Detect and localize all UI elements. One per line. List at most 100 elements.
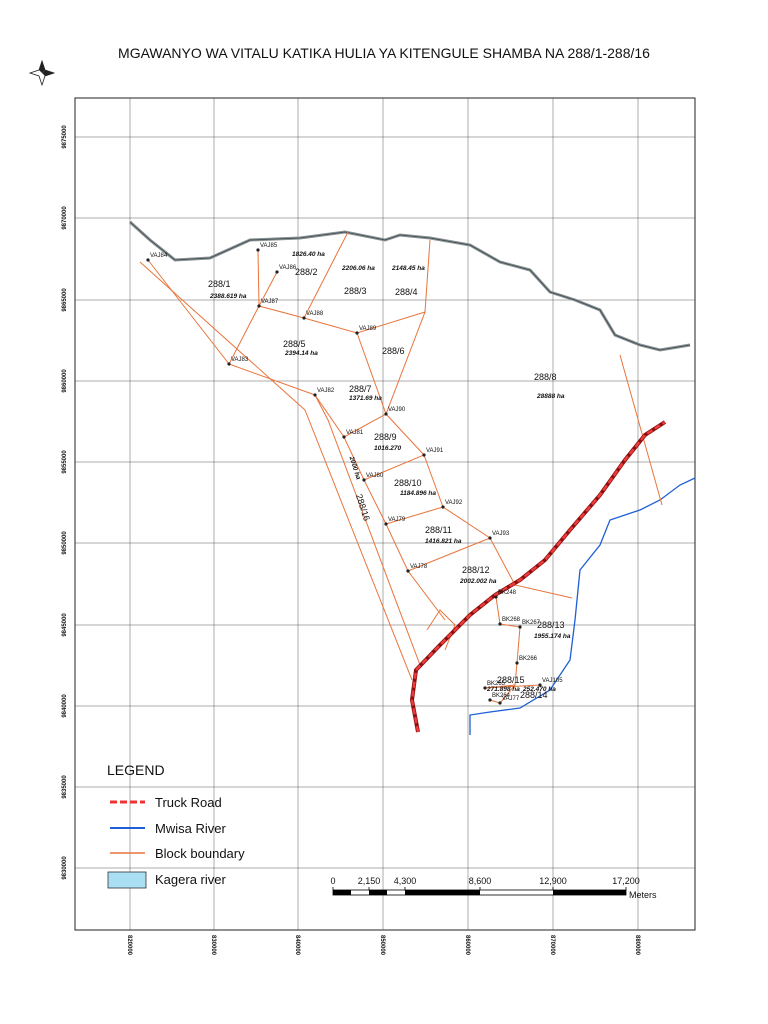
point-label: BK265 — [487, 681, 506, 687]
survey-point — [227, 362, 231, 366]
point-label: VAJ83 — [231, 357, 249, 363]
grid-label: 860000 — [464, 935, 470, 956]
survey-point — [342, 435, 346, 439]
truck-road-dash — [410, 420, 666, 733]
map-frame — [74, 97, 696, 931]
block-area: 252.470 ha — [522, 686, 556, 693]
grid-label: 9840000 — [62, 694, 68, 718]
survey-point — [313, 393, 317, 397]
survey-point — [256, 248, 260, 252]
legend-label: Truck Road — [155, 795, 222, 810]
grid-label: 9860000 — [62, 369, 68, 393]
graticule: 9875000 9870000 9865000 9860000 9855000 98500… — [62, 98, 695, 956]
point-label: VAJ87 — [261, 299, 279, 305]
block-area: 2206.06 ha — [341, 265, 375, 272]
grid-label: 850000 — [379, 935, 385, 956]
legend-title: LEGEND — [107, 762, 165, 778]
scale-unit: Meters — [629, 890, 657, 900]
point-label: BK248 — [498, 590, 517, 596]
grid-label: 9850000 — [62, 531, 68, 555]
point-label: BK267 — [522, 620, 541, 626]
grid-label: 9870000 — [62, 206, 68, 230]
grid-label: 9875000 — [62, 125, 68, 149]
survey-point — [406, 569, 410, 573]
grid-label: 9830000 — [62, 856, 68, 880]
scale-label: 0 — [330, 876, 335, 886]
survey-point — [488, 698, 492, 702]
survey-point — [441, 505, 445, 509]
point-label: VAJ80 — [366, 473, 384, 479]
block-label: 288/8 — [534, 372, 557, 382]
point-label: VAJ88 — [306, 311, 324, 317]
survey-point — [498, 701, 502, 705]
block-area: 1416.821 ha — [425, 538, 462, 545]
survey-point — [275, 270, 279, 274]
grid-label: 820000 — [126, 935, 132, 956]
survey-point — [488, 536, 492, 540]
grid-label: 830000 — [210, 935, 216, 956]
point-label: VAJ85 — [260, 243, 278, 249]
north-arrow — [28, 59, 56, 87]
survey-point — [384, 412, 388, 416]
point-label: VAJ92 — [445, 500, 463, 506]
survey-point — [146, 258, 150, 262]
survey-point — [518, 625, 522, 629]
block-area: 2394.14 ha — [284, 350, 318, 357]
block-area: 1184.896 ha — [400, 490, 436, 497]
grid-label: 9865000 — [62, 288, 68, 312]
block-label: 288/14 — [520, 690, 548, 700]
block-area: 1016.270 — [374, 445, 401, 452]
block-label: 288/9 — [374, 432, 397, 442]
block-label: 288/16 — [354, 493, 372, 522]
legend-swatch — [107, 871, 147, 889]
point-label: VAJ77 — [502, 696, 520, 702]
point-label: BK264 — [492, 693, 511, 699]
scale-label: 8,600 — [469, 876, 492, 886]
survey-point — [302, 316, 306, 320]
point-label: VAJ84 — [150, 253, 168, 259]
survey-point — [257, 304, 261, 308]
block-area: 1826.40 ha — [292, 251, 325, 258]
point-label: VAJ90 — [388, 407, 406, 413]
map-labels: VAJ84 VAJ85 VAJ86 VAJ87 VAJ88 VAJ89 VAJ83 VAJ82… — [146, 243, 571, 705]
grid-label: 9835000 — [62, 775, 68, 799]
point-label: VAJ89 — [359, 326, 377, 332]
scale-label: 17,200 — [612, 876, 640, 886]
map-title: MGAWANYO WA VITALU KATIKA HULIA YA KITEN… — [118, 45, 650, 61]
scale-label: 2,150 — [358, 876, 381, 886]
block-area: 2148.45 ha — [391, 265, 425, 272]
point-label: VAJ86 — [279, 265, 297, 271]
block-label: 288/11 — [425, 525, 452, 535]
block-area: 1955.174 ha — [534, 633, 571, 640]
point-label: VAJ81 — [346, 430, 364, 436]
grid-label: 9845000 — [62, 613, 68, 637]
survey-point — [498, 622, 502, 626]
block-label: 288/3 — [344, 286, 367, 296]
block-area: 28888 ha — [536, 393, 565, 400]
block-label: 288/1 — [208, 279, 231, 289]
scale-label: 12,900 — [539, 876, 567, 886]
survey-point — [494, 595, 498, 599]
scale-bar: 0 2,150 4,300 8,600 12,900 17,200 Meters — [330, 876, 657, 900]
mwisa-river — [469, 477, 696, 735]
survey-point — [483, 686, 487, 690]
block-area: 2002.002 ha — [459, 578, 497, 585]
point-label: VAJ79 — [388, 517, 406, 523]
point-label: VAJ93 — [492, 531, 510, 537]
point-label: VAJ91 — [426, 448, 444, 454]
block-label: 288/12 — [462, 565, 490, 575]
legend-label: Block boundary — [155, 846, 245, 861]
block-label: 288/13 — [537, 620, 565, 630]
grid-label: 9855000 — [62, 450, 68, 474]
block-area: 271.898 ha — [486, 686, 520, 693]
grid-label: 870000 — [549, 935, 555, 956]
survey-point — [384, 522, 388, 526]
survey-point — [515, 661, 519, 665]
legend-label: Mwisa River — [155, 821, 226, 836]
block-area: 1371.69 ha — [349, 395, 382, 402]
legend-label: Kagera river — [155, 872, 226, 887]
block-label: 288/6 — [382, 346, 405, 356]
legend: LEGEND Truck Road Mwisa River Block boun… — [107, 762, 245, 889]
point-label: VAJ105 — [542, 678, 563, 684]
